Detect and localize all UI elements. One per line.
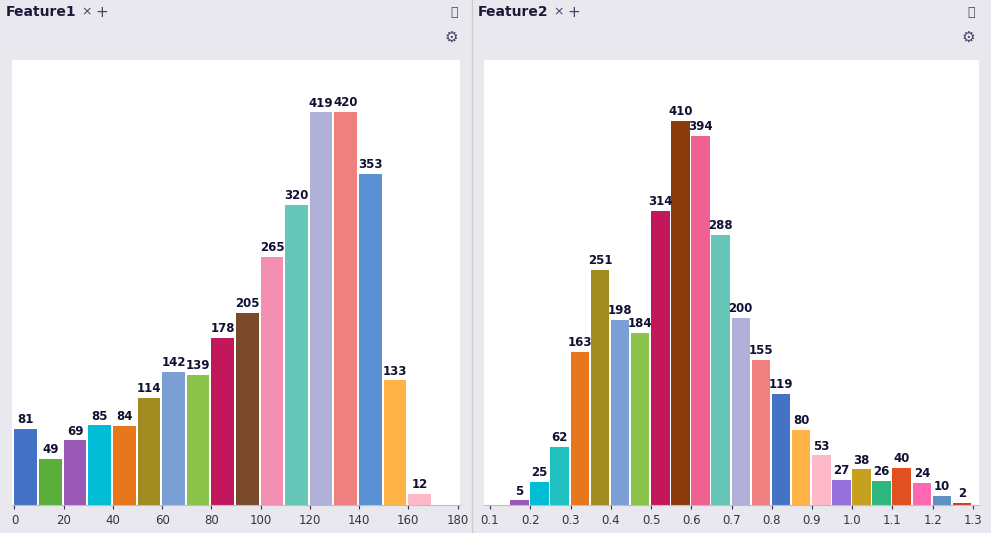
Text: 178: 178 — [210, 322, 235, 335]
Text: 27: 27 — [833, 464, 849, 477]
Bar — [731, 318, 750, 505]
Text: 419: 419 — [309, 96, 334, 110]
Text: 49: 49 — [43, 443, 58, 456]
Text: 394: 394 — [688, 120, 713, 133]
Text: 62: 62 — [551, 431, 568, 444]
Bar — [812, 455, 830, 505]
Text: 353: 353 — [358, 158, 383, 172]
Bar — [186, 375, 209, 505]
Text: 320: 320 — [284, 189, 309, 203]
Text: 40: 40 — [894, 451, 910, 465]
Text: 142: 142 — [162, 356, 185, 369]
Bar — [631, 333, 649, 505]
Bar — [712, 235, 730, 505]
Bar — [15, 429, 37, 505]
Text: ×: × — [553, 6, 564, 19]
Bar — [138, 398, 161, 505]
Bar — [571, 352, 589, 505]
Text: 288: 288 — [709, 220, 733, 232]
Bar — [310, 112, 333, 505]
Text: 139: 139 — [186, 359, 210, 372]
Bar — [63, 440, 86, 505]
Text: Feature2: Feature2 — [478, 5, 549, 19]
Bar — [334, 111, 357, 505]
Text: 163: 163 — [568, 336, 592, 350]
Text: 80: 80 — [793, 414, 810, 427]
Bar — [39, 459, 61, 505]
Text: 119: 119 — [769, 378, 793, 391]
Text: ⛶: ⛶ — [451, 6, 458, 19]
Bar — [211, 338, 234, 505]
Bar — [550, 447, 569, 505]
Bar — [88, 425, 111, 505]
Bar — [651, 211, 670, 505]
Bar — [113, 426, 136, 505]
Text: 81: 81 — [18, 413, 34, 426]
Text: 184: 184 — [628, 317, 652, 330]
Bar — [692, 136, 710, 505]
Text: 198: 198 — [607, 304, 632, 317]
Text: 155: 155 — [748, 344, 773, 357]
Bar — [510, 500, 528, 505]
Bar — [933, 496, 951, 505]
Text: 420: 420 — [334, 96, 358, 109]
Bar — [872, 481, 891, 505]
Text: 314: 314 — [648, 195, 673, 208]
Bar — [772, 393, 790, 505]
Text: 133: 133 — [383, 365, 407, 377]
Text: 12: 12 — [411, 478, 428, 491]
Text: ⛶: ⛶ — [967, 6, 975, 19]
Text: +: + — [568, 5, 581, 20]
Bar — [751, 360, 770, 505]
Text: Feature1: Feature1 — [6, 5, 76, 19]
Bar — [610, 319, 629, 505]
Bar — [913, 482, 932, 505]
Bar — [893, 467, 911, 505]
Text: 2: 2 — [958, 487, 966, 500]
Text: 114: 114 — [137, 382, 162, 395]
Bar — [530, 482, 549, 505]
Bar — [285, 205, 308, 505]
Text: 53: 53 — [813, 440, 829, 453]
Text: 69: 69 — [66, 425, 83, 438]
Bar — [792, 430, 811, 505]
Text: 251: 251 — [588, 254, 612, 267]
Bar — [952, 503, 971, 505]
Text: ×: × — [81, 6, 91, 19]
Bar — [591, 270, 609, 505]
Text: 38: 38 — [853, 454, 870, 466]
Text: 24: 24 — [914, 467, 930, 480]
Text: 10: 10 — [934, 480, 950, 493]
Text: 410: 410 — [668, 105, 693, 118]
Bar — [832, 480, 850, 505]
Text: 200: 200 — [728, 302, 753, 315]
Text: ⚙: ⚙ — [962, 30, 975, 45]
Bar — [236, 313, 259, 505]
Text: 85: 85 — [91, 409, 108, 423]
Text: ⚙: ⚙ — [444, 30, 458, 45]
Bar — [261, 257, 283, 505]
Bar — [359, 174, 382, 505]
Text: 265: 265 — [260, 241, 284, 254]
Bar — [163, 372, 184, 505]
Bar — [384, 381, 406, 505]
Bar — [408, 494, 431, 505]
Bar — [671, 121, 690, 505]
Text: +: + — [95, 5, 108, 20]
Bar — [852, 470, 871, 505]
Text: 5: 5 — [515, 484, 523, 497]
Text: 84: 84 — [116, 410, 133, 424]
Text: 26: 26 — [873, 465, 890, 478]
Text: 205: 205 — [235, 297, 260, 310]
Text: 25: 25 — [531, 466, 548, 479]
